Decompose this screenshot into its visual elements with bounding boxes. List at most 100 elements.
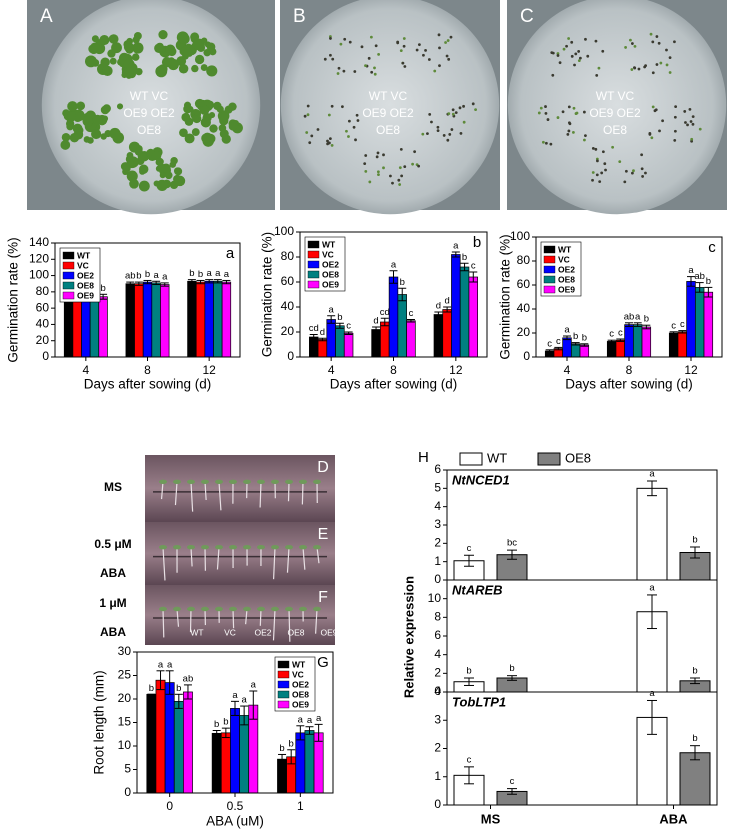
photo <box>145 585 335 645</box>
seedling <box>623 180 627 184</box>
seedling-leaf <box>201 606 209 612</box>
x-tick-label: ABA <box>659 811 688 826</box>
seedling-root <box>190 547 193 567</box>
error-bar <box>647 594 657 630</box>
significance-letter: b <box>289 738 294 749</box>
y-tick-label: 120 <box>29 251 49 265</box>
seedling <box>83 136 91 143</box>
seedling <box>364 169 368 173</box>
significance-letter: b <box>198 269 203 280</box>
seedling <box>184 133 195 144</box>
seedling <box>403 65 407 68</box>
seedling <box>178 33 190 45</box>
legend-swatch <box>62 291 75 300</box>
seedling-leaf <box>215 479 223 484</box>
seedling <box>347 119 351 123</box>
seedling <box>194 54 205 65</box>
seedling <box>661 119 664 123</box>
seedling <box>201 37 208 44</box>
seedling-leaf <box>299 479 307 484</box>
seedling <box>399 49 403 52</box>
bar <box>317 339 328 358</box>
seedling <box>631 171 634 175</box>
seedling-root <box>174 481 178 506</box>
error-bar <box>296 725 305 741</box>
bar <box>155 679 166 794</box>
seedling <box>122 168 129 176</box>
seedling <box>422 53 425 57</box>
y-tick-label: 0 <box>434 797 441 811</box>
seedling <box>643 65 647 69</box>
bar <box>388 276 399 358</box>
seedling <box>641 175 645 178</box>
bar <box>636 487 668 581</box>
photo <box>145 455 335 522</box>
condition-label: ABA <box>100 566 126 580</box>
seedling <box>310 134 314 138</box>
significance-letter: a <box>391 259 397 270</box>
seedling <box>550 51 554 55</box>
seedling <box>402 37 406 40</box>
seedling <box>436 125 440 129</box>
seedling <box>659 61 663 65</box>
y-axis-label: Relative expression <box>401 576 416 698</box>
bar <box>371 329 381 358</box>
legend-swatch <box>459 452 483 466</box>
seedling <box>691 122 695 126</box>
seedling <box>369 35 373 39</box>
bar <box>641 326 652 358</box>
error-bar <box>318 337 327 342</box>
seedling <box>382 153 385 157</box>
legend-label: OE8 <box>558 274 575 284</box>
seedling <box>668 71 672 74</box>
seedling <box>84 55 97 68</box>
x-tick-label: 8 <box>390 363 397 377</box>
legend-swatch <box>62 271 75 280</box>
seedling <box>356 119 360 122</box>
seedling-leaf <box>243 606 251 612</box>
y-tick-label: 4 <box>434 684 441 698</box>
error-bar <box>607 339 616 344</box>
plate-label: WT VC <box>130 89 169 103</box>
seedling <box>72 123 83 134</box>
seedling <box>637 67 641 71</box>
error-bar <box>687 276 695 287</box>
seedling <box>446 138 450 142</box>
seedling <box>355 113 359 117</box>
bar <box>679 752 711 806</box>
legend-swatch <box>277 690 290 699</box>
significance-letter: b <box>100 283 105 294</box>
y-tick-label: 0 <box>124 785 131 799</box>
seedling <box>219 129 229 139</box>
seedling <box>228 102 237 111</box>
error-bar <box>389 270 398 284</box>
bar <box>98 296 108 358</box>
seedling <box>100 57 110 67</box>
seedling <box>644 171 647 175</box>
seedling-leaf <box>257 479 265 484</box>
y-axis-label: Germination rate (%) <box>6 237 21 362</box>
y-tick-label: 0 <box>523 349 530 363</box>
seedling <box>601 150 605 154</box>
seedling <box>584 37 587 41</box>
bar <box>570 343 581 358</box>
seedling <box>570 40 574 44</box>
legend-swatch <box>277 700 290 709</box>
seedling-root <box>162 608 165 638</box>
seedling <box>159 172 166 179</box>
significance-letter: c <box>510 776 515 787</box>
seedling <box>376 151 380 155</box>
significance-letter: bc <box>507 538 517 549</box>
significance-letter: a <box>251 680 257 691</box>
y-tick-label: 20 <box>118 691 132 705</box>
y-tick-label: 60 <box>281 274 295 288</box>
y-tick-label: 0 <box>434 684 441 698</box>
seedling <box>76 101 86 111</box>
seedling <box>200 117 211 128</box>
seedling <box>584 134 587 138</box>
legend-label: OE2 <box>558 264 575 274</box>
error-bar <box>443 306 452 313</box>
seedling <box>630 68 634 71</box>
significance-letter: a <box>635 311 641 322</box>
seedling <box>364 64 367 68</box>
